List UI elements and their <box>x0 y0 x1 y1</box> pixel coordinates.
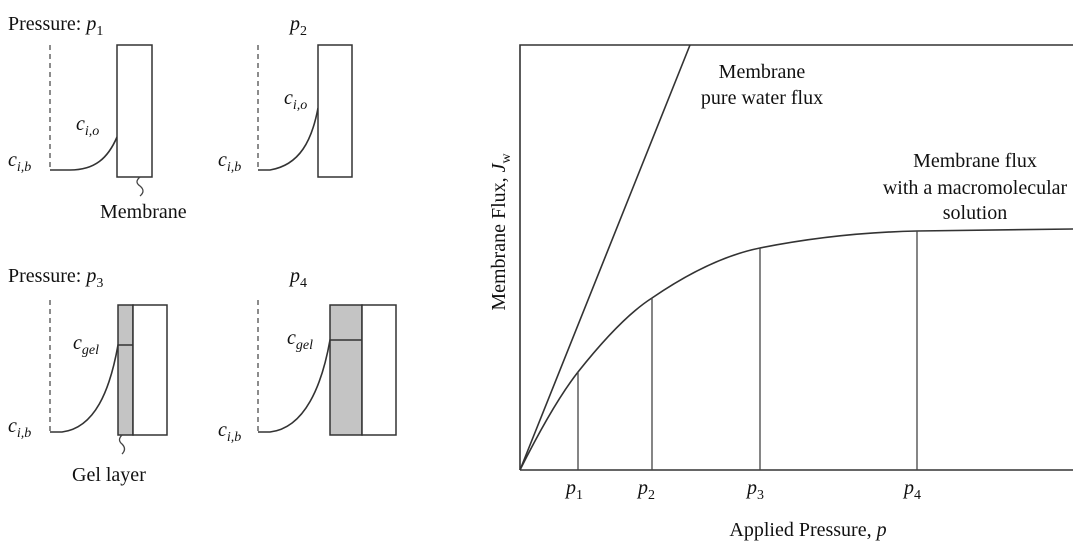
label-symbol: p <box>84 13 96 35</box>
bulk-label: ci,b <box>8 415 31 441</box>
panel-label: p4 <box>288 265 307 291</box>
symbol: J <box>488 162 510 172</box>
pure-water-line <box>519 44 691 471</box>
curve-label: solution <box>943 202 1007 224</box>
concentration-profile <box>50 136 118 171</box>
curve-label: pure water flux <box>701 87 823 109</box>
curve-label: Membrane <box>719 61 806 83</box>
label-symbol: p <box>288 13 300 35</box>
symbol: c <box>284 87 293 109</box>
y-axis-label: Membrane Flux, Jw <box>488 152 514 310</box>
concentration-profile <box>258 107 319 171</box>
sub: w <box>499 152 514 163</box>
label-symbol: p <box>288 265 300 287</box>
symbol: c <box>73 332 82 354</box>
pointer <box>118 434 126 455</box>
sub: i,b <box>17 160 31 175</box>
sub: gel <box>82 343 99 358</box>
surface-label: ci,o <box>76 113 99 139</box>
x-tick-label: p2 <box>636 477 655 503</box>
bulk-label: ci,b <box>8 149 31 175</box>
symbol: p <box>902 477 914 499</box>
sub: i,b <box>227 160 241 175</box>
sub: 2 <box>648 488 655 503</box>
membrane <box>317 44 353 178</box>
sub: 4 <box>914 488 921 503</box>
membrane <box>361 304 397 436</box>
symbol: c <box>8 149 17 171</box>
panel: p2 ci,o ci,b <box>218 13 353 178</box>
surface-label: cgel <box>287 327 313 353</box>
symbol: p <box>636 477 648 499</box>
sub: 1 <box>576 488 583 503</box>
pointer <box>136 176 144 197</box>
label-sub: 4 <box>300 276 307 291</box>
sub: i,o <box>85 124 99 139</box>
membrane <box>116 44 153 178</box>
symbol: c <box>287 327 296 349</box>
layer-label: Membrane <box>100 201 187 223</box>
surface-label: cgel <box>73 332 99 358</box>
sub: gel <box>296 338 313 353</box>
panel-label: p2 <box>288 13 307 39</box>
x-tick-label: p4 <box>902 477 921 503</box>
label-symbol: p <box>84 265 96 287</box>
sub: 3 <box>757 488 764 503</box>
macromolecular-curve <box>519 228 1073 471</box>
symbol: c <box>8 415 17 437</box>
concentration-profile <box>258 339 362 433</box>
sub: i,b <box>227 430 241 445</box>
symbol: c <box>76 113 85 135</box>
flux-graph: p1 p2 p3 p4 Membrane pure water flux Mem… <box>488 44 1073 541</box>
panel-label: Pressure: p1 <box>8 13 103 39</box>
text: Membrane Flux, <box>488 177 510 310</box>
label-sub: 2 <box>300 24 307 39</box>
x-axis-label: Applied Pressure, p <box>729 519 886 541</box>
text: Applied Pressure, <box>729 519 871 541</box>
panel: Pressure: p1 ci,o ci,b Membrane <box>8 13 187 223</box>
symbol: c <box>218 419 227 441</box>
symbol: p <box>564 477 576 499</box>
panel-label: Pressure: p3 <box>8 265 103 291</box>
bulk-label: ci,b <box>218 419 241 445</box>
label-prefix: Pressure: <box>8 265 81 287</box>
x-tick-label: p3 <box>745 477 764 503</box>
gel-layer <box>117 304 134 436</box>
label-sub: 3 <box>96 276 103 291</box>
curve-label: Membrane flux <box>913 150 1037 172</box>
label-prefix: Pressure: <box>8 13 81 35</box>
membrane <box>132 304 168 436</box>
bulk-label: ci,b <box>218 149 241 175</box>
symbol: p <box>745 477 757 499</box>
sub: i,b <box>17 426 31 441</box>
x-tick-label: p1 <box>564 477 583 503</box>
symbol: c <box>218 149 227 171</box>
axes-frame <box>519 44 1073 471</box>
surface-label: ci,o <box>284 87 307 113</box>
panel: p4 cgel ci,b <box>218 265 397 445</box>
gel-layer <box>329 304 363 436</box>
sub: i,o <box>293 98 307 113</box>
symbol: p <box>875 519 887 541</box>
panel: Pressure: p3 cgel ci,b Gel layer <box>8 265 168 486</box>
curve-label: with a macromolecular <box>883 177 1068 199</box>
label-sub: 1 <box>96 24 103 39</box>
concentration-profile <box>50 344 133 433</box>
layer-label: Gel layer <box>72 464 146 486</box>
